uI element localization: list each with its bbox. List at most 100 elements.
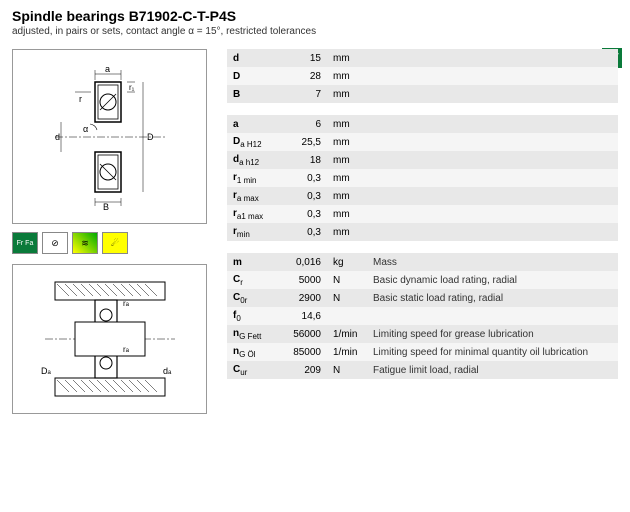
- unit-cell: mm: [327, 133, 367, 151]
- value-cell: 56000: [277, 325, 327, 343]
- symbol-cell: m: [227, 253, 277, 271]
- unit-cell: mm: [327, 187, 367, 205]
- unit-cell: mm: [327, 223, 367, 241]
- unit-cell: mm: [327, 151, 367, 169]
- svg-text:da: da: [163, 366, 172, 376]
- table-row: Cr5000NBasic dynamic load rating, radial: [227, 271, 618, 289]
- right-column: d15mmD28mmB7mm a6mmDa H1225,5mmda h1218m…: [227, 49, 618, 414]
- symbol-cell: d: [227, 49, 277, 67]
- value-cell: 209: [277, 361, 327, 379]
- symbol-cell: ra max: [227, 187, 277, 205]
- unit-cell: 1/min: [327, 325, 367, 343]
- table-row: B7mm: [227, 85, 618, 103]
- value-cell: 6: [277, 115, 327, 133]
- svg-text:Da: Da: [41, 366, 52, 376]
- svg-text:d: d: [55, 132, 60, 142]
- icon-4: ☄: [102, 232, 128, 254]
- table-row: m0,016kgMass: [227, 253, 618, 271]
- icon-3: ≋: [72, 232, 98, 254]
- symbol-cell: D: [227, 67, 277, 85]
- description-cell: Basic dynamic load rating, radial: [367, 271, 618, 289]
- unit-cell: mm: [327, 205, 367, 223]
- unit-cell: 1/min: [327, 343, 367, 361]
- symbol-cell: C0r: [227, 289, 277, 307]
- symbol-cell: Da H12: [227, 133, 277, 151]
- properties-table: m0,016kgMassCr5000NBasic dynamic load ra…: [227, 253, 618, 379]
- table-row: C0r2900NBasic static load rating, radial: [227, 289, 618, 307]
- value-cell: 0,3: [277, 205, 327, 223]
- unit-cell: kg: [327, 253, 367, 271]
- unit-cell: mm: [327, 85, 367, 103]
- svg-text:a: a: [105, 64, 110, 74]
- table-row: nG Öl850001/minLimiting speed for minima…: [227, 343, 618, 361]
- value-cell: 0,3: [277, 187, 327, 205]
- svg-text:α: α: [83, 124, 88, 134]
- unit-cell: mm: [327, 115, 367, 133]
- svg-text:r: r: [79, 94, 82, 104]
- unit-cell: [327, 307, 367, 325]
- dimensions-table-1: d15mmD28mmB7mm: [227, 49, 618, 103]
- table-row: Da H1225,5mm: [227, 133, 618, 151]
- unit-cell: mm: [327, 49, 367, 67]
- svg-text:r₁: r₁: [129, 83, 135, 92]
- table-row: ra max0,3mm: [227, 187, 618, 205]
- symbol-cell: Cr: [227, 271, 277, 289]
- value-cell: 25,5: [277, 133, 327, 151]
- table-row: f014,6: [227, 307, 618, 325]
- value-cell: 18: [277, 151, 327, 169]
- symbol-cell: B: [227, 85, 277, 103]
- force-icon: Fr Fa: [12, 232, 38, 254]
- svg-text:D: D: [147, 132, 154, 142]
- table-row: d15mm: [227, 49, 618, 67]
- table-row: a6mm: [227, 115, 618, 133]
- value-cell: 15: [277, 49, 327, 67]
- table-row: da h1218mm: [227, 151, 618, 169]
- value-cell: 0,3: [277, 223, 327, 241]
- unit-cell: mm: [327, 169, 367, 187]
- symbol-cell: ra1 max: [227, 205, 277, 223]
- header: Spindle bearings B71902-C-T-P4S adjusted…: [0, 0, 630, 41]
- description-cell: Limiting speed for minimal quantity oil …: [367, 343, 618, 361]
- table-row: r1 min0,3mm: [227, 169, 618, 187]
- value-cell: 2900: [277, 289, 327, 307]
- unit-cell: N: [327, 361, 367, 379]
- dimensions-table-2: a6mmDa H1225,5mmda h1218mmr1 min0,3mmra …: [227, 115, 618, 241]
- symbol-cell: da h12: [227, 151, 277, 169]
- symbol-cell: a: [227, 115, 277, 133]
- unit-cell: mm: [327, 67, 367, 85]
- value-cell: 85000: [277, 343, 327, 361]
- description-cell: Limiting speed for grease lubrication: [367, 325, 618, 343]
- icon-2: ⊘: [42, 232, 68, 254]
- symbol-cell: rmin: [227, 223, 277, 241]
- value-cell: 14,6: [277, 307, 327, 325]
- svg-text:B: B: [103, 202, 109, 212]
- table-row: rmin0,3mm: [227, 223, 618, 241]
- left-column: α a r₁ r d D B Fr Fa ⊘: [12, 49, 207, 414]
- table-row: Cur209NFatigue limit load, radial: [227, 361, 618, 379]
- icon-row: Fr Fa ⊘ ≋ ☄: [12, 232, 207, 254]
- value-cell: 7: [277, 85, 327, 103]
- value-cell: 28: [277, 67, 327, 85]
- description-cell: Basic static load rating, radial: [367, 289, 618, 307]
- description-cell: [367, 307, 618, 325]
- table-row: nG Fett560001/minLimiting speed for grea…: [227, 325, 618, 343]
- symbol-cell: nG Fett: [227, 325, 277, 343]
- description-cell: Fatigue limit load, radial: [367, 361, 618, 379]
- page-subtitle: adjusted, in pairs or sets, contact angl…: [12, 26, 618, 37]
- technical-diagram-2: ra ra Da da: [12, 264, 207, 414]
- content-area: α a r₁ r d D B Fr Fa ⊘: [0, 41, 630, 422]
- value-cell: 0,3: [277, 169, 327, 187]
- symbol-cell: Cur: [227, 361, 277, 379]
- unit-cell: N: [327, 289, 367, 307]
- table-row: D28mm: [227, 67, 618, 85]
- technical-diagram-1: α a r₁ r d D B: [12, 49, 207, 224]
- symbol-cell: r1 min: [227, 169, 277, 187]
- table-row: ra1 max0,3mm: [227, 205, 618, 223]
- symbol-cell: f0: [227, 307, 277, 325]
- value-cell: 0,016: [277, 253, 327, 271]
- unit-cell: N: [327, 271, 367, 289]
- value-cell: 5000: [277, 271, 327, 289]
- symbol-cell: nG Öl: [227, 343, 277, 361]
- page-title: Spindle bearings B71902-C-T-P4S: [12, 8, 618, 24]
- description-cell: Mass: [367, 253, 618, 271]
